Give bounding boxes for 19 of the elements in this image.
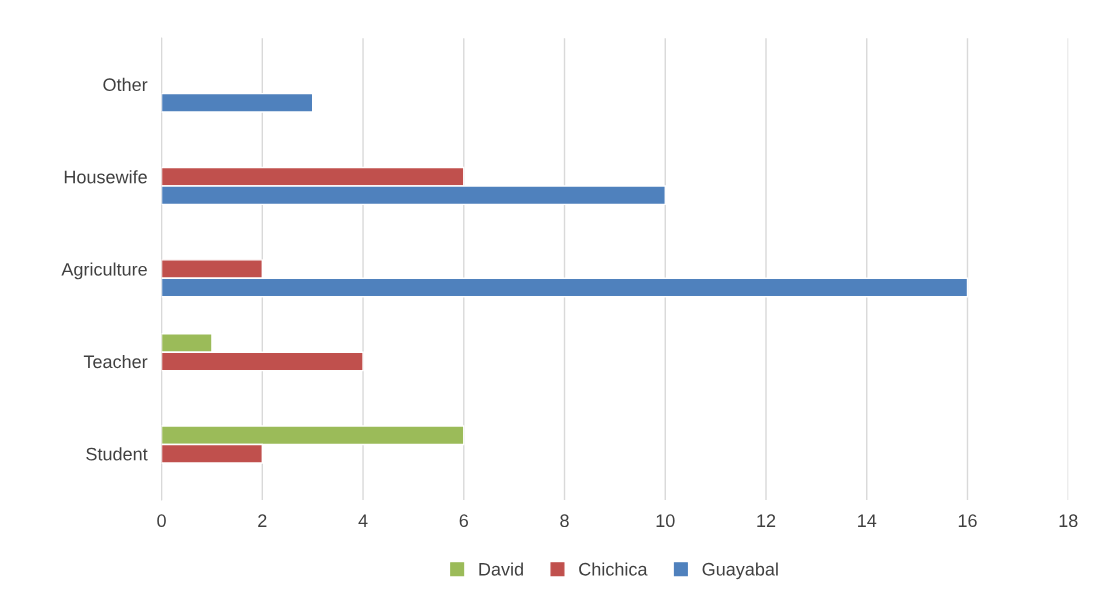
y-tick-label: Housewife — [64, 170, 147, 184]
x-tick-label: 12 — [757, 514, 776, 527]
x-tick-label: 6 — [459, 514, 469, 528]
x-tick-label: 4 — [358, 514, 368, 527]
x-tick-label: 14 — [858, 514, 877, 527]
y-tick-label: Other — [103, 77, 148, 92]
x-tick-label: 10 — [656, 514, 675, 528]
legend-label: Chichica — [579, 562, 648, 576]
x-tick-label: 16 — [958, 514, 977, 528]
legend-label: Guayabal — [702, 562, 778, 580]
bar — [161, 92, 314, 113]
x-tick-label: 2 — [258, 514, 267, 527]
y-tick-label: Teacher — [83, 354, 148, 369]
legend-label: David — [479, 562, 523, 576]
x-tick-label: 0 — [157, 514, 166, 528]
y-tick-label: Student — [86, 447, 148, 461]
x-tick-label: 18 — [1059, 514, 1078, 528]
y-tick-label: Agriculture — [61, 262, 147, 280]
x-tick-label: 8 — [560, 514, 569, 528]
